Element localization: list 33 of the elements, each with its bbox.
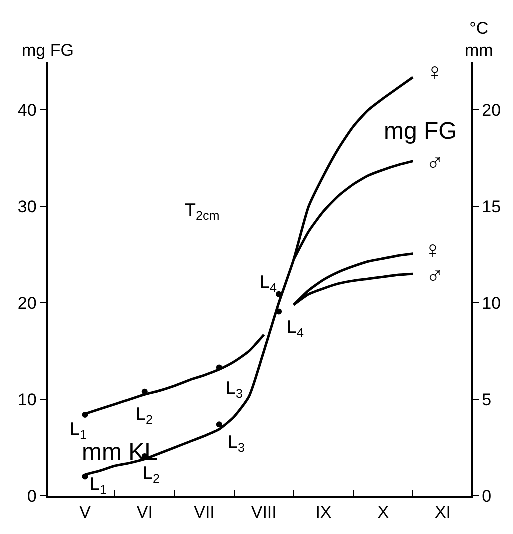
annotation: ♂ bbox=[426, 263, 444, 290]
y2-axis-title: °C mm bbox=[465, 19, 494, 60]
y-tick-label: 30 bbox=[18, 198, 37, 217]
annotation: L$_{4}$ bbox=[287, 317, 304, 340]
x-tick-label: VI bbox=[136, 503, 153, 522]
x-tick-label: XI bbox=[434, 503, 452, 522]
y-tick-label: 40 bbox=[18, 101, 37, 120]
x-tick-label: VII bbox=[194, 503, 215, 522]
y2-tick-label: 20 bbox=[482, 101, 502, 120]
y-tick-label: 20 bbox=[18, 294, 37, 314]
y-tick-label: 0 bbox=[27, 486, 37, 506]
annotation: ♂ bbox=[426, 150, 444, 177]
x-tick-label: IX bbox=[316, 503, 332, 522]
annotation: mg FG bbox=[384, 118, 458, 145]
annotation: T$_{2cm}$ bbox=[185, 200, 220, 223]
x-tick-label: VIII bbox=[251, 503, 277, 522]
x-tick-label: X bbox=[378, 503, 390, 522]
annotation: L$_{4}$ bbox=[260, 272, 278, 295]
annotation: L$_{1}$ bbox=[90, 474, 108, 497]
annotation: L$_{3}$ bbox=[226, 378, 244, 401]
x-tick-label: V bbox=[80, 503, 92, 522]
annotation: L$_{3}$ bbox=[228, 432, 246, 455]
annotation: ♀ bbox=[424, 237, 442, 264]
annotation: L$_{2}$ bbox=[136, 404, 154, 427]
y2-tick-label: 5 bbox=[482, 390, 492, 410]
annotation: L$_{1}$ bbox=[70, 419, 88, 442]
y2-tick-label: 0 bbox=[482, 486, 492, 506]
annotation: L$_{2}$ bbox=[143, 463, 160, 486]
y-axis-title: mg FG bbox=[22, 41, 74, 60]
y-tick-label: 10 bbox=[18, 390, 37, 410]
annotation: ♀ bbox=[426, 59, 444, 86]
y2-tick-label: 15 bbox=[482, 198, 502, 217]
y2-tick-label: 10 bbox=[482, 294, 502, 314]
